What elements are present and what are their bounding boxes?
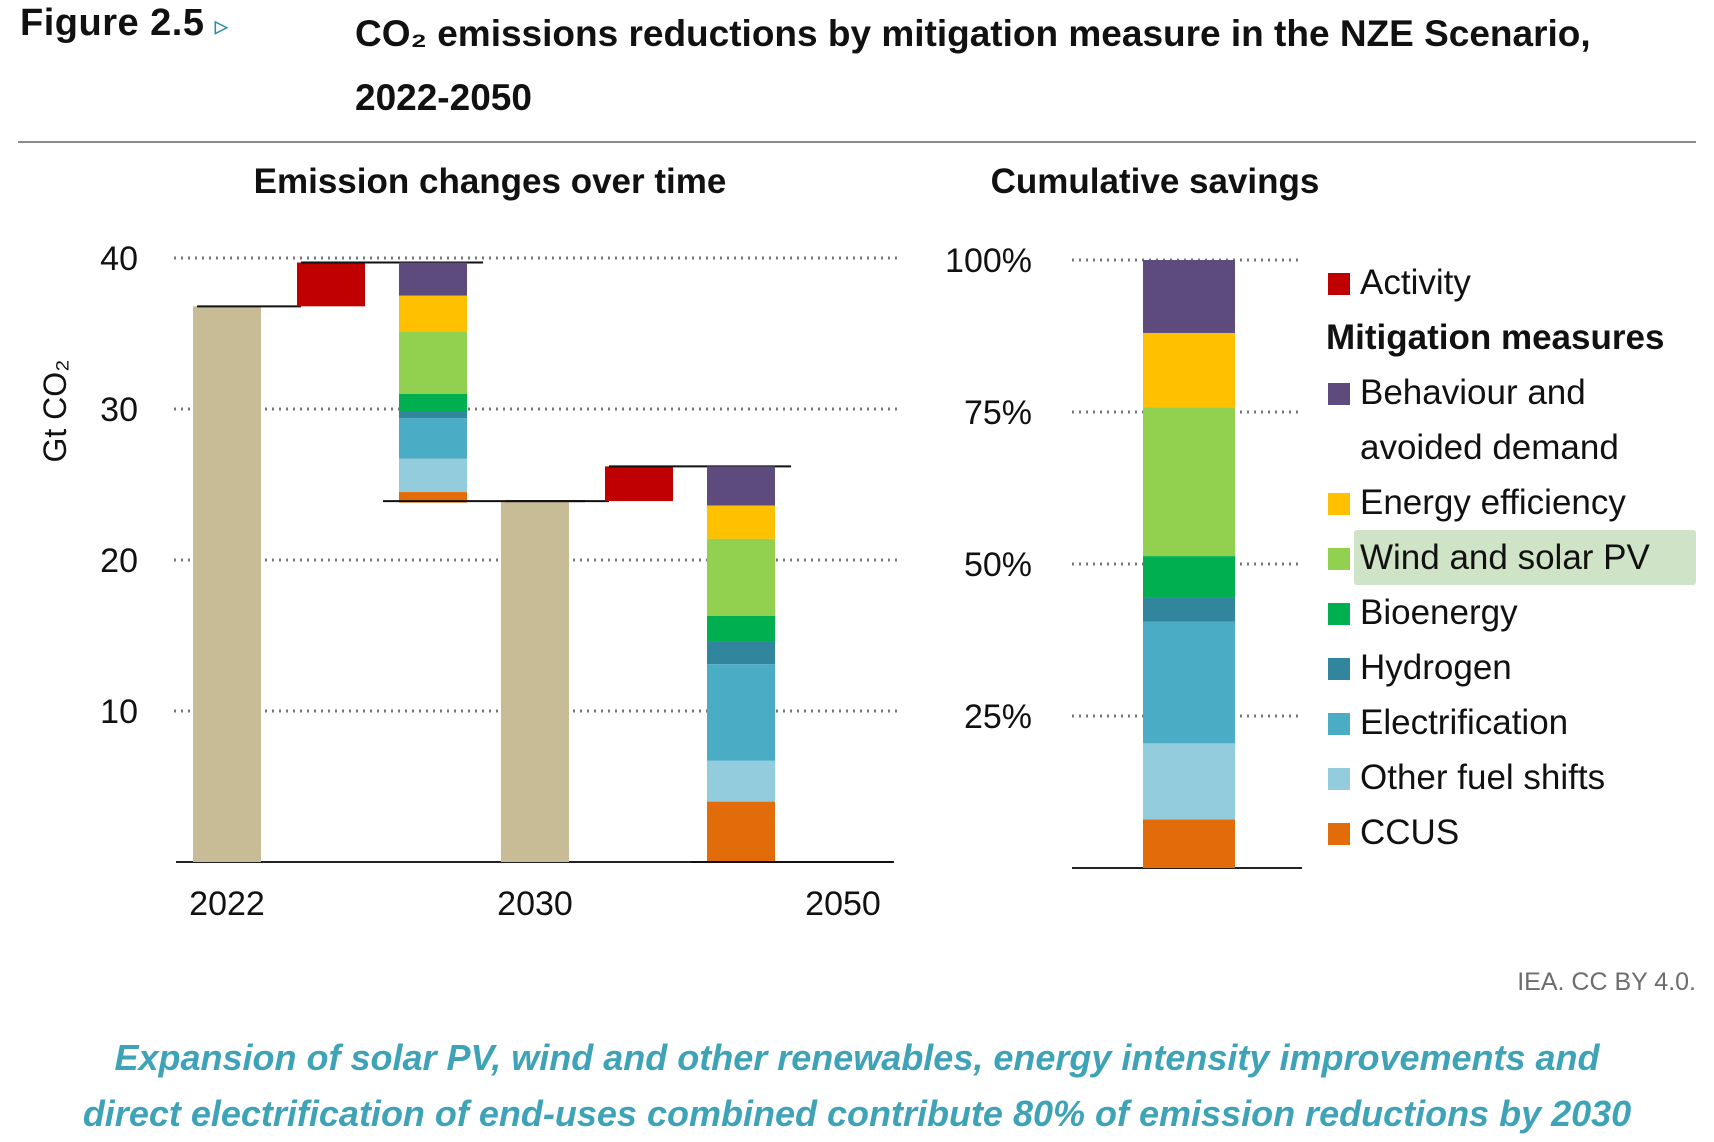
source-credit: IEA. CC BY 4.0. [1517,968,1696,996]
legend-label-other-fuel-shifts: Other fuel shifts [1360,758,1606,797]
figure-label: Figure 2.5 ▹ [20,2,229,45]
legend-swatch-behaviour-and-avoided-demand [1328,383,1350,405]
legend: Activity Mitigation measures Behaviour a… [1322,255,1702,860]
y-tick-label-10: 10 [100,693,138,731]
y-tick-label-30: 30 [100,391,138,429]
savings-segment-electrification [1143,621,1235,744]
legend-label-activity: Activity [1360,263,1471,302]
legend-swatch-other-fuel-shifts [1328,768,1350,790]
reduction-bar-2030-hydrogen [707,641,775,665]
header-divider [18,141,1696,143]
legend-label-electrification: Electrification [1360,703,1569,742]
legend-swatch-bioenergy [1328,603,1350,625]
x-tick-label-2030: 2030 [497,885,573,923]
legend-group-title: Mitigation measures [1326,318,1665,357]
savings-segment-hydrogen [1143,597,1235,622]
legend-swatch-hydrogen [1328,658,1350,680]
savings-segment-bioenergy [1143,556,1235,598]
figure-number: Figure 2.5 [20,2,205,44]
legend-item-other-fuel-shifts: Other fuel shifts [1322,750,1702,805]
reduction-bar-2030-energy-efficiency [707,505,775,539]
caption-line-1: Expansion of solar PV, wind and other re… [114,1037,1600,1078]
y-axis-label: Gt CO₂ [37,359,73,462]
y-tick-label-20: 20 [100,542,138,580]
legend-swatch-electrification [1328,713,1350,735]
reduction-bar-2030-other-fuel-shifts [707,760,775,802]
y-tick-label-right-50: 50% [964,546,1032,584]
legend-item-ccus: CCUS [1322,805,1702,860]
total-bar-2030 [501,501,569,862]
legend-item-hydrogen: Hydrogen [1322,640,1702,695]
reduction-bar-2030-behaviour-and-avoided-demand [707,466,775,506]
savings-segment-ccus [1143,819,1235,868]
savings-segment-other-fuel-shifts [1143,743,1235,820]
total-bar-2022 [193,306,261,862]
legend-label-bioenergy: Bioenergy [1360,593,1518,632]
x-tick-label-2050: 2050 [805,885,881,923]
x-tick-label-2022: 2022 [189,885,265,923]
legend-item-energy-efficiency: Energy efficiency [1322,475,1702,530]
y-tick-label-right-100: 100% [945,242,1032,280]
legend-item-wind-and-solar-pv: Wind and solar PV [1322,530,1702,585]
y-tick-label-right-75: 75% [964,394,1032,432]
legend-label-ccus: CCUS [1360,813,1460,852]
activity-bar-2022-2030 [297,262,365,307]
y-tick-label-40: 40 [100,240,138,278]
legend-swatch-wind-and-solar-pv [1328,548,1350,570]
legend-items: Behaviour and avoided demand Energy effic… [1322,365,1702,860]
savings-segment-wind-and-solar-pv [1143,407,1235,557]
legend-swatch-energy-efficiency [1328,493,1350,515]
legend-label-energy-efficiency: Energy efficiency [1360,483,1626,522]
left-panel-title: Emission changes over time [253,162,727,201]
reduction-bar-2022-behaviour-and-avoided-demand [399,262,467,296]
savings-segment-behaviour-and-avoided-demand [1143,260,1235,333]
y-tick-label-right-25: 25% [964,698,1032,736]
caption-line-2: direct electrification of end-uses combi… [82,1093,1632,1134]
reduction-bar-2030-electrification [707,664,775,761]
legend-item-behaviour-and-avoided-demand: Behaviour and avoided demand [1322,365,1702,475]
legend-swatch-activity [1328,273,1350,295]
savings-segment-energy-efficiency [1143,332,1235,408]
reduction-bar-2030-ccus [707,801,775,862]
figure-arrow-icon: ▹ [214,10,230,41]
legend-label-behaviour-and-avoided-demand: Behaviour and avoided demand [1360,373,1619,467]
reduction-bar-2022-wind-and-solar-pv [399,331,467,394]
reduction-bar-2022-ccus [399,492,467,503]
reduction-bar-2022-hydrogen [399,412,467,419]
reduction-bar-2022-energy-efficiency [399,295,467,332]
legend-swatch-ccus [1328,823,1350,845]
legend-item-bioenergy: Bioenergy [1322,585,1702,640]
activity-bar-2030-2050 [605,466,673,502]
legend-item-electrification: Electrification [1322,695,1702,750]
legend-item-activity: Activity [1322,255,1702,310]
legend-label-wind-and-solar-pv: Wind and solar PV [1354,530,1696,585]
figure-title: CO₂ emissions reductions by mitigation m… [355,13,1591,118]
reduction-bar-2022-other-fuel-shifts [399,458,467,493]
caption: Expansion of solar PV, wind and other re… [0,1030,1714,1142]
reduction-bar-2022-bioenergy [399,393,467,413]
right-panel-title: Cumulative savings [990,162,1320,201]
legend-label-hydrogen: Hydrogen [1360,648,1512,687]
reduction-bar-2030-bioenergy [707,615,775,642]
reduction-bar-2030-wind-and-solar-pv [707,538,775,616]
reduction-bar-2022-electrification [399,418,467,459]
